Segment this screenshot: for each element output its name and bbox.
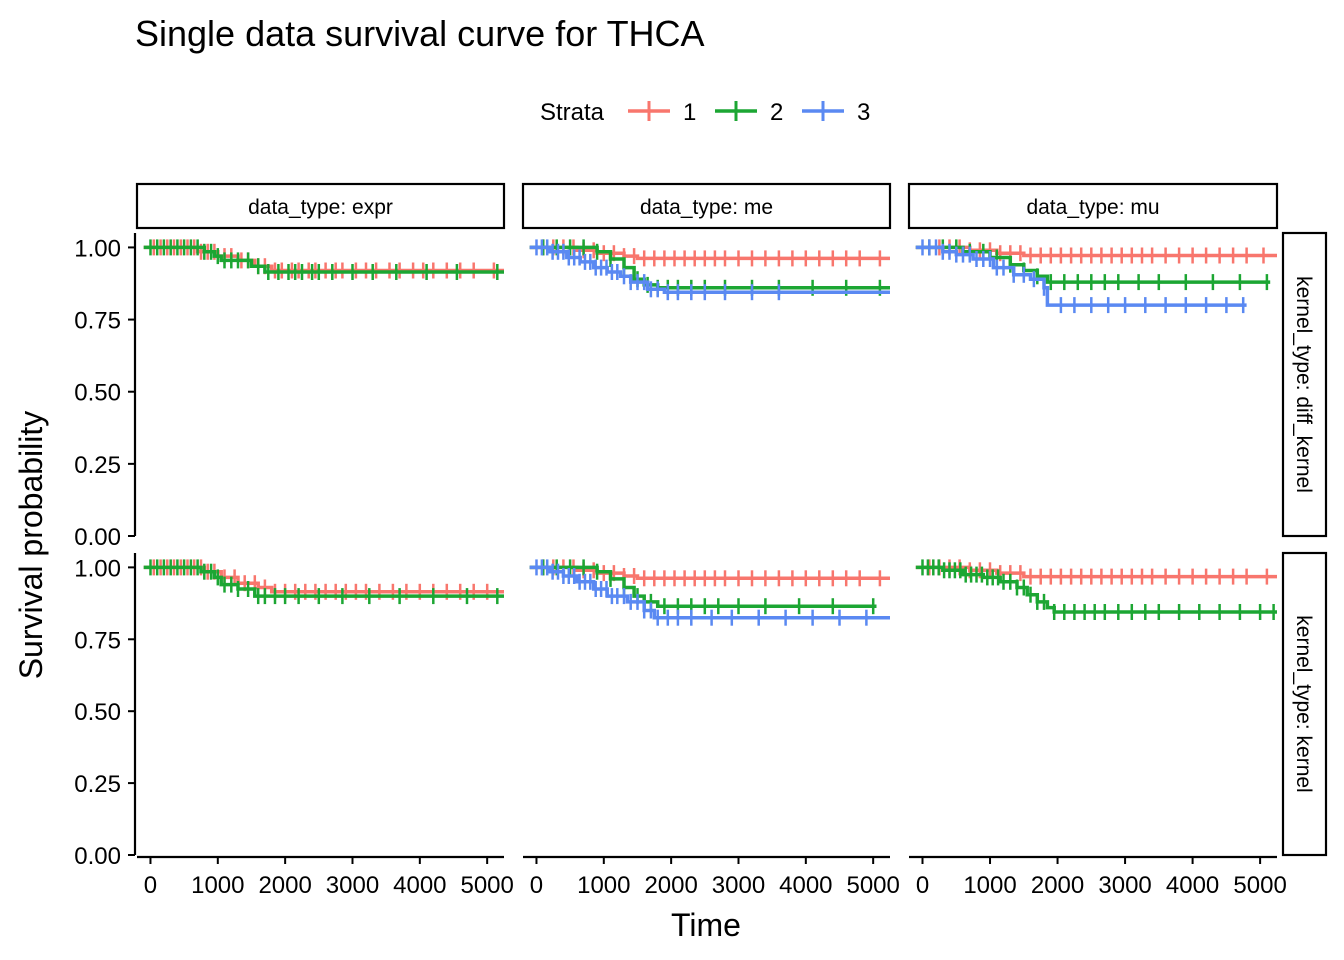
strip-row-kernel: kernel_type: kernel [1281, 551, 1328, 857]
y-tick-label: 0.00 [74, 524, 121, 551]
y-axis-row-0: 0.00 0.25 0.50 0.75 1.00 [74, 233, 137, 551]
x-tick-label: 1000 [577, 872, 630, 899]
strip-label-me: data_type: me [640, 196, 773, 219]
x-tick-label: 0 [530, 872, 543, 899]
legend-title: Strata [540, 99, 605, 126]
strip-label-expr: data_type: expr [248, 196, 393, 219]
y-tick-label: 0.75 [74, 308, 121, 335]
strip-col-expr: data_type: expr [135, 182, 506, 230]
x-tick-label: 3000 [326, 872, 379, 899]
x-tick-label: 3000 [712, 872, 765, 899]
panel-r0-c0 [143, 239, 504, 280]
strip-label-mu: data_type: mu [1026, 196, 1159, 219]
panel-r0-c1 [529, 239, 890, 301]
strip-row-diff-kernel: kernel_type: diff_kernel [1281, 231, 1328, 538]
x-tick-label: 4000 [393, 872, 446, 899]
x-axis-col-2: 0 1000 2000 3000 4000 5000 [909, 855, 1287, 899]
survival-line-strata-2 [143, 565, 504, 598]
legend-entry-2: 2 [715, 99, 783, 126]
x-axis-title: Time [671, 907, 741, 943]
y-tick-label: 0.50 [74, 699, 121, 726]
x-tick-label: 0 [144, 872, 157, 899]
legend-label-3: 3 [857, 99, 870, 126]
x-tick-label: 5000 [460, 872, 513, 899]
y-tick-label: 1.00 [74, 235, 121, 262]
x-tick-label: 2000 [1031, 872, 1084, 899]
x-axis-col-1: 0 1000 2000 3000 4000 5000 [523, 855, 900, 899]
y-tick-label: 0.75 [74, 627, 121, 654]
x-tick-label: 4000 [779, 872, 832, 899]
legend-label-1: 1 [683, 99, 696, 126]
survival-line-strata-2 [915, 245, 1271, 284]
chart-title: Single data survival curve for THCA [135, 13, 705, 54]
y-tick-label: 1.00 [74, 555, 121, 582]
x-tick-label: 2000 [258, 872, 311, 899]
column-strips: data_type: expr data_type: me data_type:… [135, 182, 1279, 230]
y-tick-label: 0.25 [74, 771, 121, 798]
strip-label-kernel: kernel_type: kernel [1292, 615, 1315, 792]
panel-r0-c2 [915, 239, 1277, 314]
panel-r1-c1 [529, 559, 890, 626]
legend: Strata 1 2 3 [540, 99, 870, 126]
x-tick-label: 5000 [1233, 872, 1286, 899]
legend-entry-1: 1 [628, 99, 696, 126]
x-tick-label: 5000 [846, 872, 899, 899]
y-tick-label: 0.50 [74, 380, 121, 407]
x-tick-label: 1000 [963, 872, 1016, 899]
strip-col-mu: data_type: mu [907, 182, 1279, 230]
y-tick-label: 0.00 [74, 843, 121, 870]
y-tick-label: 0.25 [74, 452, 121, 479]
axes: 0.00 0.25 0.50 0.75 1.00 0.00 0.25 0.50 0.75 1.00… [74, 233, 1287, 899]
x-tick-label: 0 [916, 872, 929, 899]
y-axis-title: Survival probability [13, 411, 49, 680]
y-axis-row-1: 0.00 0.25 0.50 0.75 1.00 [74, 553, 137, 870]
strip-col-me: data_type: me [521, 182, 892, 230]
row-strips: kernel_type: diff_kernel kernel_type: ke… [1281, 231, 1328, 857]
legend-entry-3: 3 [802, 99, 870, 126]
x-axis-col-0: 0 1000 2000 3000 4000 5000 [137, 855, 514, 899]
strip-label-diff-kernel: kernel_type: diff_kernel [1292, 276, 1315, 493]
survival-line-strata-2 [529, 245, 890, 290]
legend-label-2: 2 [770, 99, 783, 126]
x-tick-label: 2000 [644, 872, 697, 899]
panels [143, 239, 1277, 626]
x-tick-label: 4000 [1166, 872, 1219, 899]
survival-line-strata-2 [529, 565, 877, 608]
x-tick-label: 3000 [1098, 872, 1151, 899]
panel-r1-c2 [915, 559, 1277, 620]
x-tick-label: 1000 [191, 872, 244, 899]
panel-r1-c0 [143, 559, 504, 605]
